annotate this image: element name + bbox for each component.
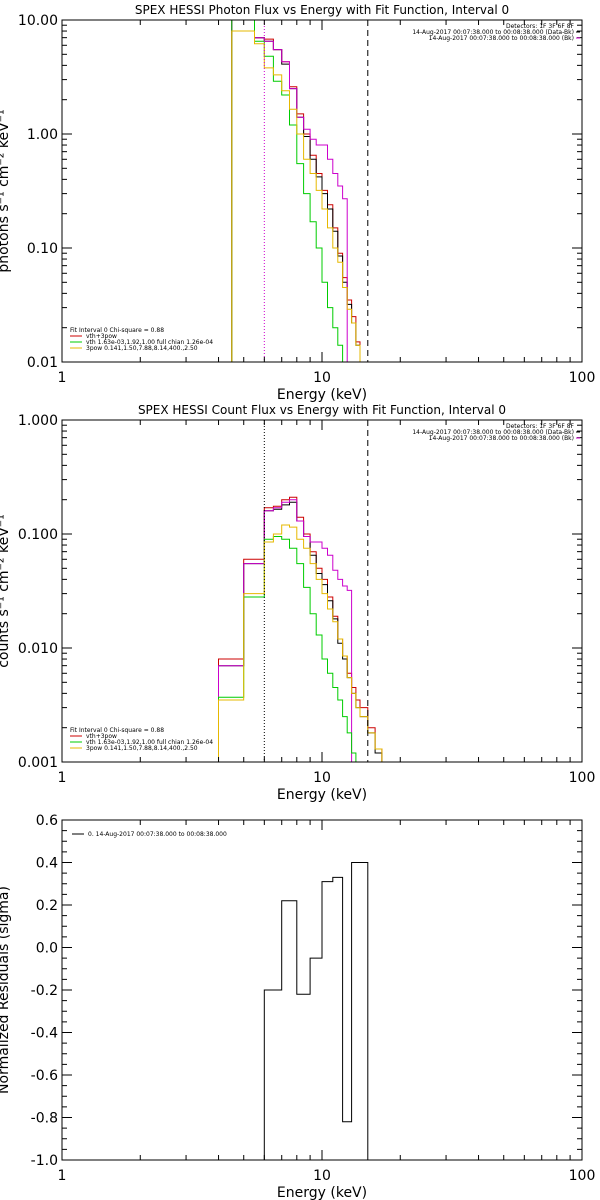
legend-bottom-line-1: Fit Interval 0 Chi-square = 0.88 xyxy=(70,327,164,334)
y-tick-label: 0.01 xyxy=(27,355,58,371)
y-tick-label: 0.6 xyxy=(36,813,58,829)
legend-top-line-2: 14-Aug-2017 00:07:38.000 to 00:08:38.000… xyxy=(412,29,574,36)
panel-1: SPEX HESSI Photon Flux vs Energy with Fi… xyxy=(0,3,595,403)
y-axis-label: photons s⁻¹ cm⁻² keV⁻¹ xyxy=(0,109,12,272)
x-tick-label: 10 xyxy=(313,370,331,386)
y-axis: -1.0 -0.8 -0.6 -0.4 -0.2 0.0 0.2 0.4 0.6 xyxy=(31,813,582,1169)
y-tick-label: 0.10 xyxy=(27,241,58,257)
legend-top-line-2: 14-Aug-2017 00:07:38.000 to 00:08:38.000… xyxy=(412,429,574,436)
y-tick-label: 0.001 xyxy=(18,755,58,771)
x-tick-label: 100 xyxy=(569,370,596,386)
series-line-3 xyxy=(218,499,353,762)
chart-title: SPEX HESSI Count Flux vs Energy with Fit… xyxy=(138,403,506,417)
plot-frame xyxy=(61,819,583,1161)
y-axis-label: Normalized Residuals (sigma) xyxy=(0,886,12,1094)
legend-bottom-line-4: 3pow 0.141,1.50,7.88,8.14,400.,2.50 xyxy=(86,745,198,752)
y-tick-label: -1.0 xyxy=(31,1153,58,1169)
series-line-1 xyxy=(218,496,389,762)
legend-bottom-line-3: vth 1.63e-03,1.92,1.00 full chian 1.26e-… xyxy=(86,739,213,746)
y-tick-label: 0.2 xyxy=(36,898,58,914)
panel-3: 1 10 100 Energy (keV) -1.0 -0.8 -0.6 -0.4 -0.2 0.… xyxy=(0,813,595,1200)
y-tick-label: 0.100 xyxy=(18,527,58,543)
y-tick-label: -0.6 xyxy=(31,1068,58,1084)
legend-bottom-line-1: Fit Interval 0 Chi-square = 0.88 xyxy=(70,727,164,734)
legend-bottom-line-3: vth 1.63e-03,1.92,1.00 full chian 1.26e-… xyxy=(86,339,213,346)
legend-top-line-1: Detectors: 1F 3F 6F 8F xyxy=(506,423,575,430)
series-line-4 xyxy=(231,20,344,362)
legend-bottom: Fit Interval 0 Chi-square = 0.88vth+3pow… xyxy=(70,727,213,752)
series-group xyxy=(231,20,361,362)
x-tick-label: 10 xyxy=(313,770,331,786)
x-axis-label: Energy (keV) xyxy=(277,787,367,803)
panel-2: SPEX HESSI Count Flux vs Energy with Fit… xyxy=(0,403,595,803)
x-axis: 1 10 100 xyxy=(58,820,596,1184)
y-tick-label: 1.000 xyxy=(18,413,58,429)
x-tick-label: 100 xyxy=(569,770,596,786)
legend-bottom-line-4: 3pow 0.141,1.50,7.88,8.14,400.,2.50 xyxy=(86,345,198,352)
y-axis: 0.001 0.010 0.100 1.000 xyxy=(18,413,582,771)
x-axis-label: Energy (keV) xyxy=(277,1185,367,1200)
y-tick-label: 10.00 xyxy=(18,13,58,29)
x-axis-label: Energy (keV) xyxy=(277,387,367,403)
y-axis: 0.01 0.10 1.00 10.00 xyxy=(18,13,582,371)
legend-bottom: Fit Interval 0 Chi-square = 0.88vth+3pow… xyxy=(70,327,213,352)
y-tick-label: -0.4 xyxy=(31,1026,58,1042)
y-tick-label: 0.010 xyxy=(18,641,58,657)
legend-top-line-3: 14-Aug-2017 00:07:38.000 to 00:08:38.000… xyxy=(429,35,574,42)
x-tick-label: 1 xyxy=(58,770,67,786)
y-tick-label: -0.2 xyxy=(31,983,58,999)
x-tick-label: 100 xyxy=(569,1168,596,1184)
y-tick-label: -0.8 xyxy=(31,1111,58,1127)
series-line-5 xyxy=(231,30,361,362)
y-axis-label: counts s⁻¹ cm⁻² keV⁻¹ xyxy=(0,514,12,668)
legend-top-line-1: 0. 14-Aug-2017 00:07:38.000 to 00:08:38.… xyxy=(88,831,227,838)
x-tick-label: 10 xyxy=(313,1168,331,1184)
series-group xyxy=(263,862,369,1160)
legend-top: 0. 14-Aug-2017 00:07:38.000 to 00:08:38.… xyxy=(72,831,227,838)
x-axis: 1 10 100 xyxy=(58,420,596,786)
legend-top-line-3: 14-Aug-2017 00:07:38.000 to 00:08:38.000… xyxy=(429,435,574,442)
x-tick-label: 1 xyxy=(58,1168,67,1184)
series-line-1 xyxy=(263,862,369,1160)
legend-bottom-line-2: vth+3pow xyxy=(86,733,117,740)
x-tick-label: 1 xyxy=(58,370,67,386)
x-axis: 1 10 100 xyxy=(58,20,596,386)
series-line-2 xyxy=(218,501,389,762)
series-line-3 xyxy=(231,20,348,362)
series-line-5 xyxy=(218,524,389,762)
y-tick-label: 0.0 xyxy=(36,941,58,957)
y-tick-label: 1.00 xyxy=(27,127,58,143)
chart-title: SPEX HESSI Photon Flux vs Energy with Fi… xyxy=(135,3,509,17)
series-line-4 xyxy=(218,536,361,762)
series-group xyxy=(218,496,389,762)
legend-top-line-1: Detectors: 1F 3F 6F 8F xyxy=(506,23,575,30)
y-tick-label: 0.4 xyxy=(36,856,58,872)
legend-bottom-line-2: vth+3pow xyxy=(86,333,117,340)
